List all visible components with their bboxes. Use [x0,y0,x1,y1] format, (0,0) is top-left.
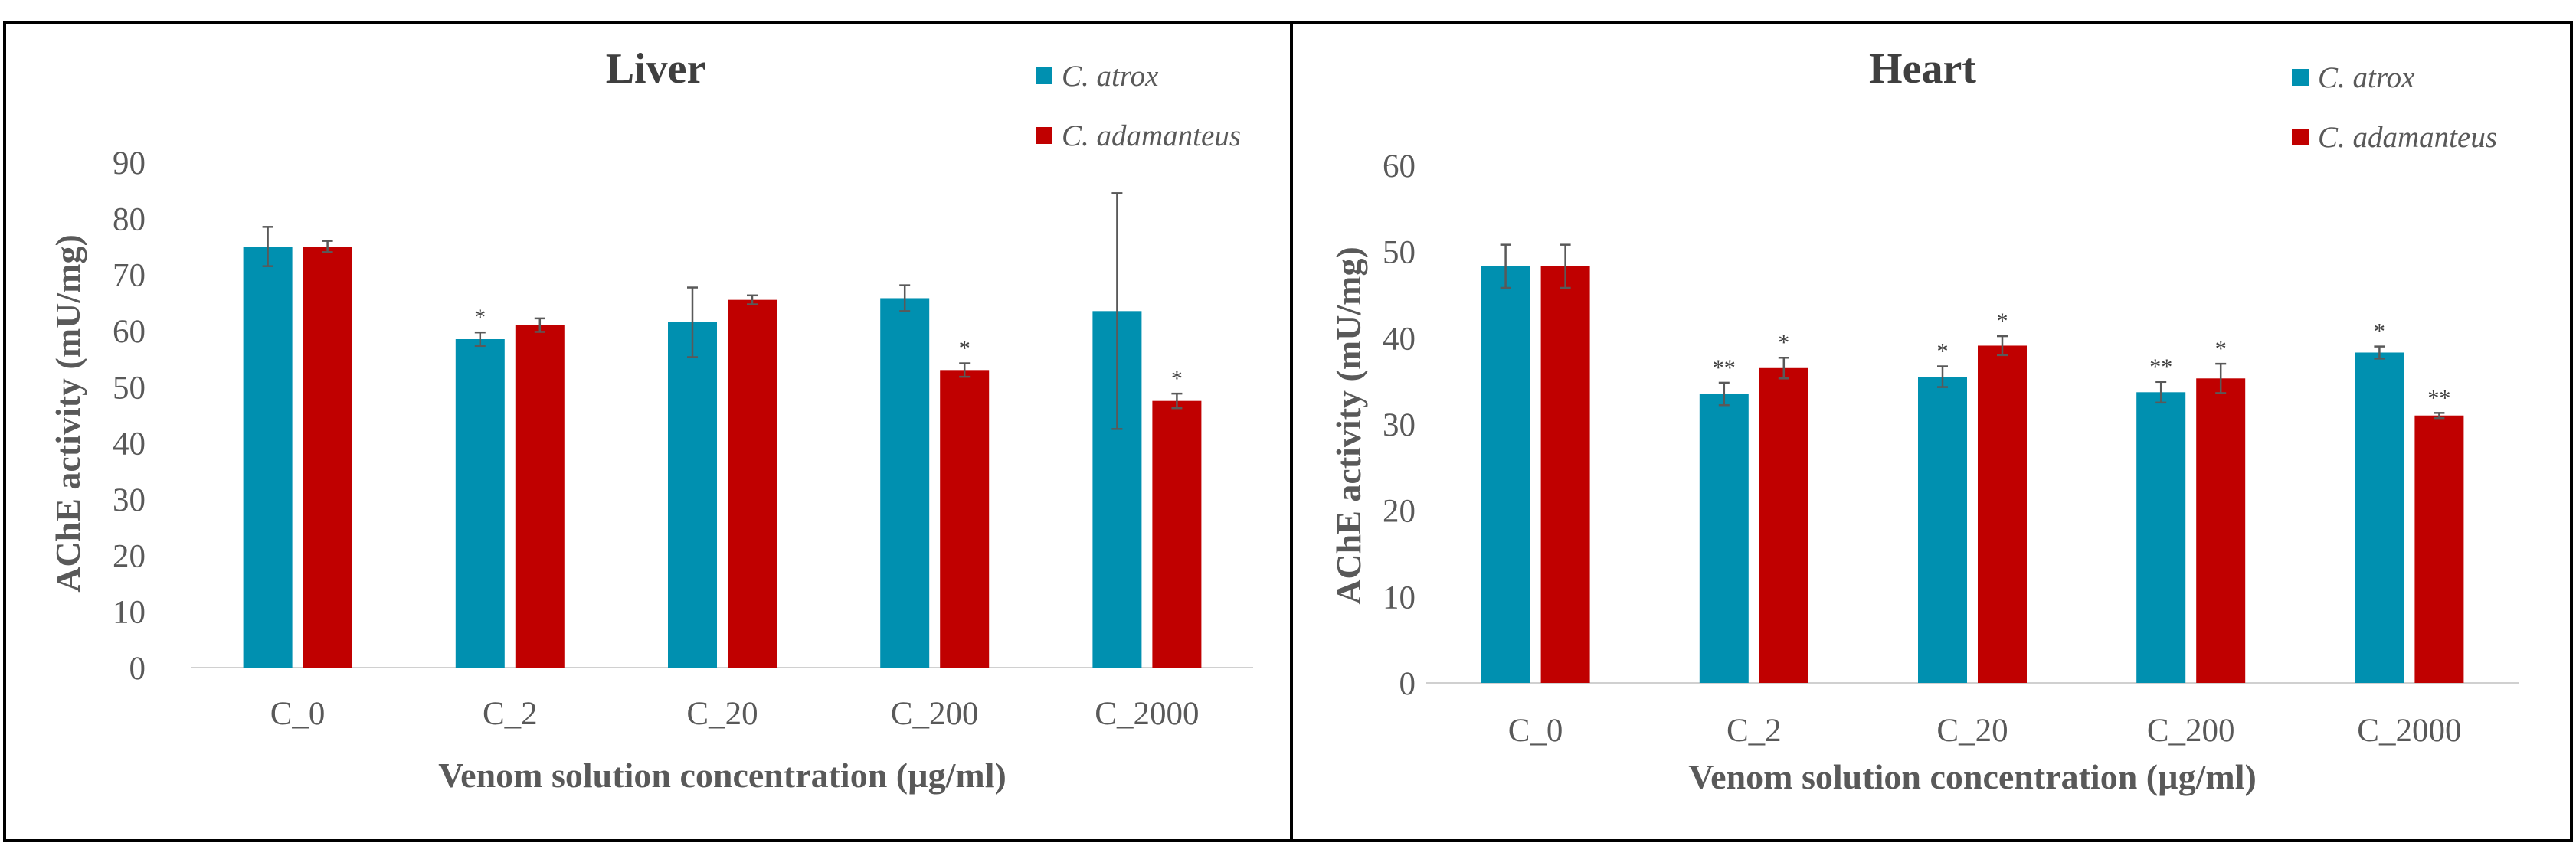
x-tick-label: C_20 [1936,713,2008,749]
bar-cadamanteus [2414,415,2464,683]
bar-cadamanteus [1759,367,1808,683]
significance-label: * [959,336,971,361]
y-tick-label: 90 [113,145,146,181]
significance-label: * [1171,366,1183,391]
y-tick-label: 40 [113,426,146,462]
y-tick-label: 50 [113,370,146,406]
significance-label: * [2374,319,2385,345]
legend-swatch [2292,129,2309,145]
y-tick-label: 0 [1399,666,1416,702]
y-axis-title: AChE activity (mU/mg) [1329,247,1368,605]
y-tick-label: 0 [129,651,146,687]
x-tick-label: C_2 [483,696,538,732]
legend-label: C. atrox [2318,61,2415,94]
bar-cadamanteus [940,370,990,668]
x-tick-label: C_2 [1727,713,1782,749]
y-tick-label: 70 [113,258,146,294]
y-tick-label: 10 [1383,580,1416,616]
y-tick-label: 30 [113,482,146,518]
significance-label: * [474,305,486,330]
x-tick-label: C_200 [2147,713,2235,749]
bar-catrox [1481,266,1530,683]
x-tick-label: C_0 [1508,713,1563,749]
bar-cadamanteus [728,299,777,668]
x-axis-title: Venom solution concentration (µg/ml) [438,756,1007,795]
y-tick-label: 60 [1383,149,1416,185]
y-tick-label: 20 [113,538,146,574]
x-tick-label: C_200 [891,696,979,732]
x-tick-label: C_2000 [2357,713,2461,749]
significance-label: * [1937,339,1949,364]
panel-border [1290,21,2573,842]
bar-cadamanteus [1540,266,1590,683]
significance-label: * [2215,336,2227,361]
bar-cadamanteus [1152,400,1202,668]
significance-label: ** [1713,355,1736,381]
y-tick-label: 10 [113,595,146,631]
x-tick-label: C_20 [686,696,758,732]
significance-label: * [1997,309,2008,334]
y-tick-label: 80 [113,201,146,237]
legend-label: C. adamanteus [1062,119,1241,152]
bar-cadamanteus [303,247,352,668]
chart-panel-liver: 0 10 20 30 40 50 60 70 80 90 C_0 C_2 * C_20 C_200 * C_20… [3,21,1293,842]
y-tick-label: 20 [1383,494,1416,530]
bar-catrox [1918,377,1967,683]
legend-label: C. atrox [1062,60,1159,93]
bar-catrox [880,298,930,668]
significance-label: ** [2149,354,2172,380]
chart-title: Heart [1869,45,1976,93]
legend-swatch [1036,127,1052,144]
bar-catrox [668,322,717,668]
bar-catrox [1699,394,1749,683]
bar-catrox [455,339,505,668]
bar-cadamanteus [2196,378,2246,683]
bar-catrox [2355,352,2404,683]
y-axis-title: AChE activity (mU/mg) [48,234,87,593]
significance-label: ** [2427,385,2450,410]
bar-catrox [243,247,293,668]
y-tick-label: 60 [113,314,146,350]
bar-cadamanteus [1978,345,2027,683]
x-tick-label: C_2000 [1095,696,1199,732]
legend-swatch [1036,67,1052,84]
legend-swatch [2292,69,2309,86]
bar-cadamanteus [515,325,565,668]
chart-title: Liver [606,45,706,93]
bar-catrox [2136,392,2186,683]
x-axis-title: Venom solution concentration (µg/ml) [1688,757,2257,796]
y-tick-label: 50 [1383,235,1416,271]
significance-label: * [1778,330,1789,355]
x-tick-label: C_0 [270,696,326,732]
legend-label: C. adamanteus [2318,121,2497,154]
y-tick-label: 30 [1383,407,1416,443]
y-tick-label: 40 [1383,321,1416,357]
